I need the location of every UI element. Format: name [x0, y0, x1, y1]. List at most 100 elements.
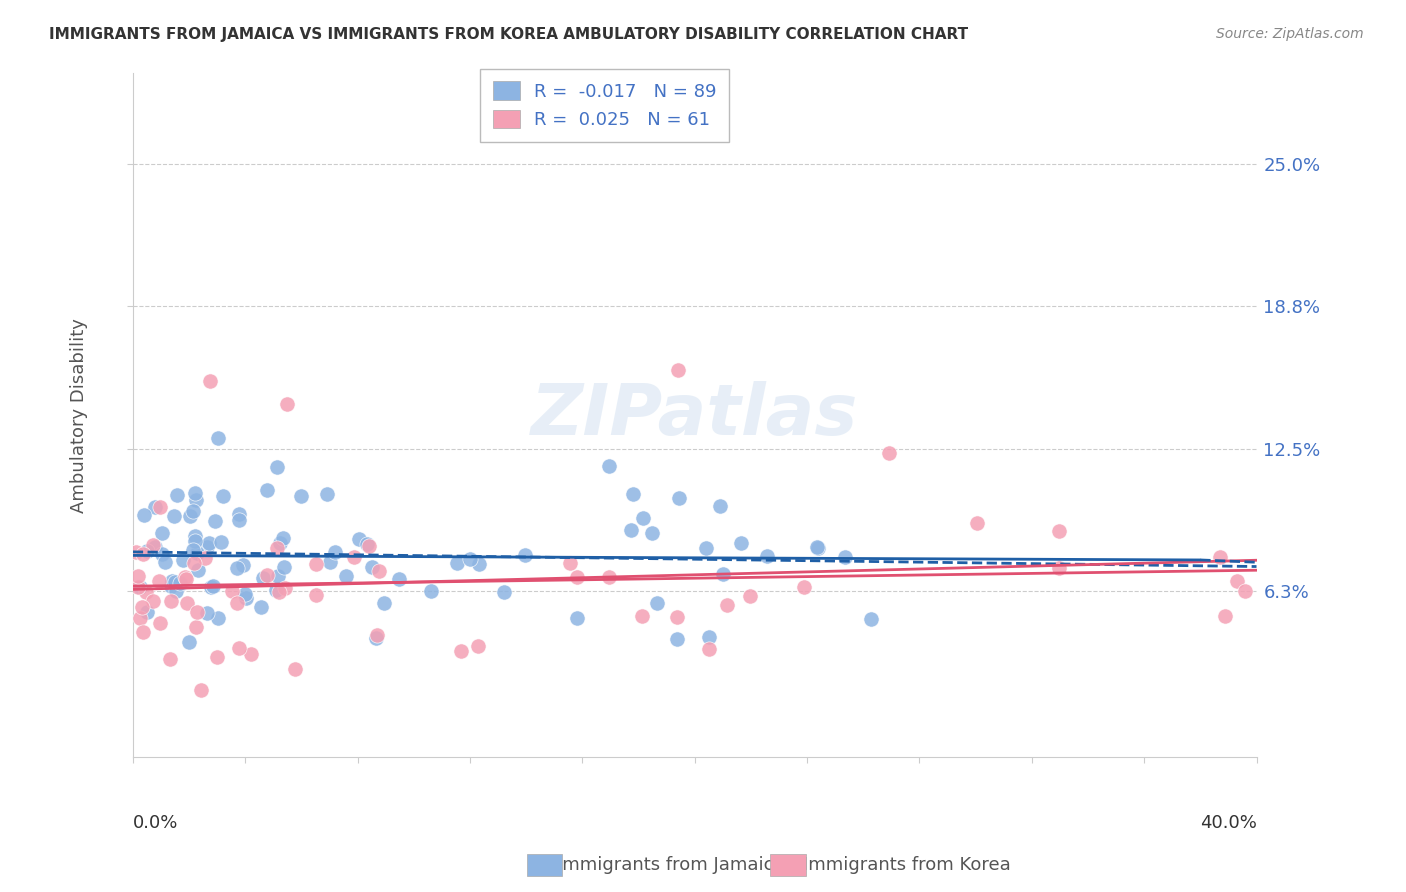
Point — [647, 596, 669, 610]
Point — [131, 547, 153, 561]
Point — [711, 567, 734, 582]
Point — [177, 635, 200, 649]
Point — [174, 570, 197, 584]
Point — [697, 642, 720, 657]
Point — [200, 580, 222, 594]
Point — [273, 560, 295, 574]
Text: ZIPatlas: ZIPatlas — [531, 381, 858, 450]
Point — [335, 568, 357, 582]
Point — [145, 500, 167, 514]
Point — [155, 555, 177, 569]
Point — [150, 525, 173, 540]
Point — [305, 588, 328, 602]
Point — [318, 555, 340, 569]
Point — [163, 575, 186, 590]
Point — [1047, 524, 1070, 539]
Point — [250, 599, 273, 614]
Point — [207, 611, 229, 625]
Point — [513, 549, 536, 563]
Point — [666, 362, 689, 376]
Point — [695, 541, 717, 555]
Point — [160, 574, 183, 589]
Point — [467, 639, 489, 653]
Point — [228, 513, 250, 527]
Point — [149, 500, 172, 515]
Point — [305, 558, 328, 572]
Point — [450, 643, 472, 657]
Point — [266, 568, 288, 582]
Point — [128, 610, 150, 624]
Point — [364, 631, 387, 645]
Point — [357, 539, 380, 553]
Point — [169, 576, 191, 591]
Point — [316, 487, 339, 501]
Point — [730, 536, 752, 550]
Point — [494, 585, 516, 599]
Point — [225, 560, 247, 574]
Point — [198, 536, 221, 550]
Point — [373, 596, 395, 610]
Point — [668, 491, 690, 505]
Point — [209, 534, 232, 549]
Point — [183, 503, 205, 517]
Point — [290, 489, 312, 503]
Point — [221, 584, 243, 599]
Point — [620, 523, 643, 537]
Point — [966, 516, 988, 530]
Point — [195, 606, 218, 620]
Point — [641, 526, 664, 541]
Point — [284, 662, 307, 676]
Point — [127, 569, 149, 583]
Point — [356, 536, 378, 550]
Point — [205, 649, 228, 664]
Point — [187, 563, 209, 577]
Point — [366, 628, 388, 642]
Point — [159, 652, 181, 666]
Point — [186, 545, 208, 559]
Point — [148, 574, 170, 588]
Point — [125, 544, 148, 558]
Point — [184, 620, 207, 634]
Point — [709, 499, 731, 513]
Text: Source: ZipAtlas.com: Source: ZipAtlas.com — [1216, 27, 1364, 41]
Point — [598, 569, 620, 583]
Point — [266, 460, 288, 475]
Point — [560, 556, 582, 570]
Point — [226, 596, 249, 610]
Point — [793, 580, 815, 594]
Point — [128, 580, 150, 594]
Point — [631, 511, 654, 525]
Point — [343, 550, 366, 565]
Point — [269, 536, 291, 550]
Point — [228, 507, 250, 521]
Point — [174, 572, 197, 586]
Point — [166, 488, 188, 502]
Point — [1209, 549, 1232, 564]
Point — [264, 582, 287, 597]
Point — [1047, 560, 1070, 574]
Point — [162, 508, 184, 523]
Point — [860, 612, 883, 626]
Point — [877, 446, 900, 460]
Point — [181, 543, 204, 558]
Point — [179, 508, 201, 523]
Point — [274, 582, 297, 596]
Point — [183, 557, 205, 571]
Point — [419, 583, 441, 598]
Point — [240, 648, 263, 662]
Point — [169, 577, 191, 591]
Point — [565, 570, 588, 584]
Point — [135, 605, 157, 619]
Point — [621, 487, 644, 501]
Point — [186, 605, 208, 619]
Point — [141, 538, 163, 552]
Point — [347, 533, 370, 547]
Point — [136, 544, 159, 558]
Point — [565, 611, 588, 625]
Text: Immigrants from Jamaica: Immigrants from Jamaica — [534, 856, 785, 874]
Point — [160, 594, 183, 608]
Point — [194, 550, 217, 565]
Point — [195, 540, 218, 554]
Point — [184, 486, 207, 500]
Point — [212, 489, 235, 503]
